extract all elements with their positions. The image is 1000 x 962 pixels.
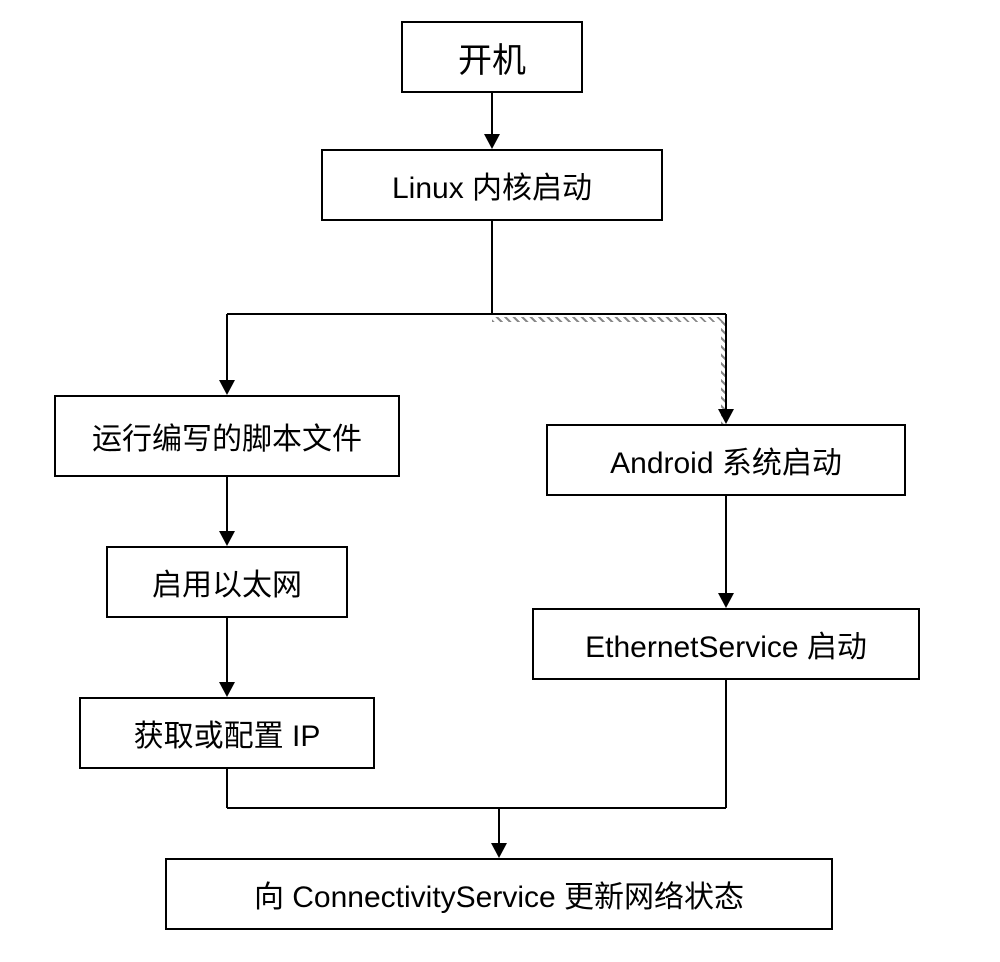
- arrowhead-4: [219, 682, 235, 697]
- arrowhead-merge: [491, 843, 507, 858]
- node-ethernet-service-label: EthernetService 启动: [585, 622, 867, 666]
- node-run-script-label: 运行编写的脚本文件: [92, 414, 362, 458]
- node-run-script: 运行编写的脚本文件: [54, 395, 400, 477]
- node-enable-ethernet: 启用以太网: [106, 546, 348, 618]
- node-get-ip-label: 获取或配置 IP: [134, 711, 321, 755]
- node-ethernet-service: EthernetService 启动: [532, 608, 920, 680]
- arrowhead-3: [219, 531, 235, 546]
- node-android-start: Android 系统启动: [546, 424, 906, 496]
- node-linux-kernel: Linux 内核启动: [321, 149, 663, 221]
- node-enable-ethernet-label: 启用以太网: [152, 560, 302, 604]
- arrowhead-left-branch: [219, 380, 235, 395]
- node-android-start-label: Android 系统启动: [610, 438, 842, 482]
- node-linux-kernel-label: Linux 内核启动: [392, 163, 592, 207]
- node-boot: 开机: [401, 21, 583, 93]
- node-update-connectivity: 向 ConnectivityService 更新网络状态: [165, 858, 833, 930]
- node-boot-label: 开机: [458, 33, 526, 82]
- hatch-horizontal: [492, 317, 726, 322]
- hatch-vertical: [721, 317, 726, 424]
- arrowhead-5: [718, 593, 734, 608]
- arrowhead-1: [484, 134, 500, 149]
- node-get-ip: 获取或配置 IP: [79, 697, 375, 769]
- node-update-connectivity-label: 向 ConnectivityService 更新网络状态: [254, 872, 744, 916]
